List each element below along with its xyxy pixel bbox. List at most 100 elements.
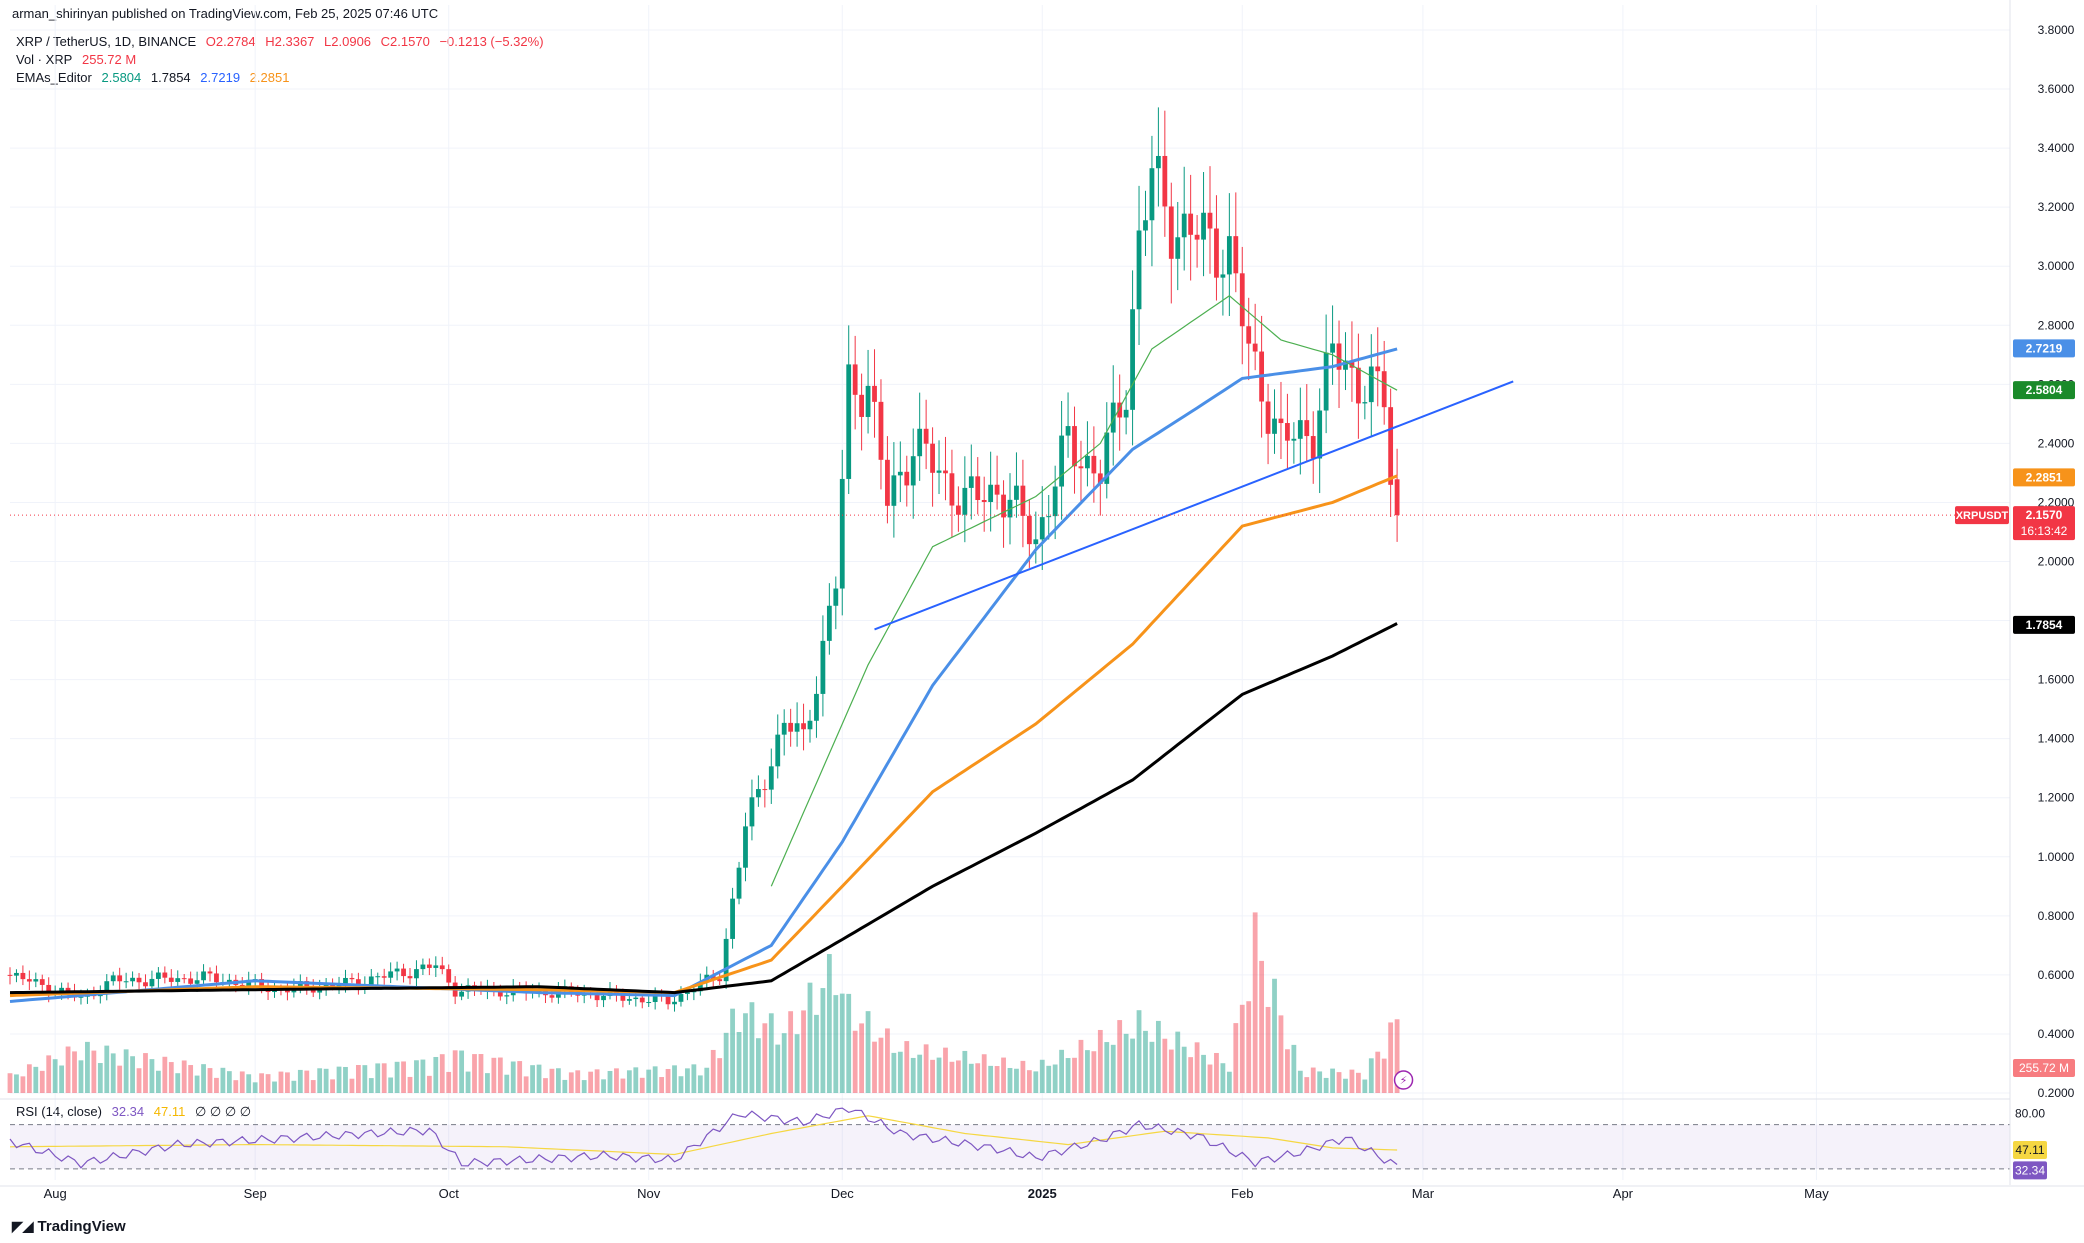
time-tick-label: May bbox=[1804, 1186, 1829, 1201]
volume-bar bbox=[181, 1060, 187, 1093]
volume-bar bbox=[1014, 1068, 1019, 1093]
candle bbox=[646, 1002, 652, 1004]
tag-ema-orange-bg bbox=[2013, 468, 2075, 487]
candle bbox=[20, 972, 26, 980]
price-tick-label: 0.2000 bbox=[2038, 1086, 2075, 1100]
candle bbox=[665, 996, 671, 1005]
lightning-icon-glyph: ⚡ bbox=[1400, 1074, 1408, 1087]
symbol-name[interactable]: XRP / TetherUS, 1D, BINANCE bbox=[16, 34, 197, 49]
volume-bar bbox=[1278, 1015, 1284, 1093]
candle bbox=[717, 979, 723, 982]
volume-bar bbox=[1394, 1019, 1400, 1093]
volume-bar bbox=[549, 1068, 555, 1093]
candle bbox=[439, 965, 445, 970]
volume-bar bbox=[1323, 1077, 1329, 1093]
volume-legend: Vol · XRP 255.72 M bbox=[16, 52, 142, 67]
volume-label[interactable]: Vol · XRP bbox=[16, 52, 73, 67]
candle bbox=[323, 983, 329, 988]
candle bbox=[1059, 435, 1065, 487]
volume-bar bbox=[794, 1034, 800, 1093]
volume-bar bbox=[1226, 1071, 1232, 1093]
candle bbox=[39, 979, 45, 985]
volume-bar bbox=[949, 1061, 955, 1093]
volume-bar bbox=[826, 954, 832, 1093]
rsi-line bbox=[9, 1107, 1398, 1169]
volume-bar bbox=[91, 1050, 97, 1093]
price-tick-label: 3.6000 bbox=[2038, 82, 2075, 96]
ema-line bbox=[9, 474, 1398, 998]
candle bbox=[136, 977, 142, 983]
volume-bar bbox=[717, 1058, 723, 1093]
volume-bar bbox=[988, 1065, 994, 1093]
price-tick-label: 3.4000 bbox=[2038, 141, 2075, 155]
volume-bar bbox=[491, 1057, 497, 1093]
volume-bar bbox=[639, 1077, 645, 1093]
volume-bar bbox=[936, 1057, 942, 1093]
candle bbox=[865, 385, 871, 417]
volume-bar bbox=[420, 1059, 426, 1093]
candle bbox=[1136, 230, 1142, 310]
brand-name: TradingView bbox=[37, 1218, 126, 1235]
volume-bar bbox=[1001, 1057, 1006, 1093]
candle bbox=[1175, 237, 1181, 259]
candle bbox=[7, 974, 13, 976]
candle bbox=[801, 723, 806, 730]
tag-rsi-ma-bg bbox=[2013, 1140, 2047, 1159]
candle bbox=[1026, 515, 1032, 545]
tag-ema-blue: 2.7219 bbox=[2026, 341, 2063, 355]
volume-bar bbox=[1297, 1070, 1303, 1093]
volume-bar bbox=[755, 1038, 761, 1093]
volume-bar bbox=[1343, 1078, 1348, 1093]
volume-bar bbox=[917, 1054, 923, 1093]
volume-bar bbox=[1252, 912, 1258, 1093]
volume-bar bbox=[214, 1077, 219, 1093]
trendline bbox=[10, 380, 2010, 631]
ema-label[interactable]: EMAs_Editor bbox=[16, 70, 92, 85]
volume-bar bbox=[1188, 1057, 1194, 1093]
volume-bar bbox=[562, 1079, 568, 1093]
volume-bar bbox=[362, 1065, 368, 1093]
volume-bar bbox=[523, 1076, 529, 1093]
volume-bar bbox=[1181, 1046, 1187, 1093]
tag-last-price: 2.1570 bbox=[2026, 508, 2063, 522]
volume-bar bbox=[459, 1050, 465, 1093]
volume-bar bbox=[865, 1011, 871, 1093]
volume-bar bbox=[59, 1065, 65, 1093]
candle bbox=[1117, 402, 1123, 418]
volume-bar bbox=[1375, 1051, 1381, 1093]
volume-bar bbox=[852, 1030, 858, 1093]
candle bbox=[246, 979, 252, 987]
price-tick-label: 1.6000 bbox=[2038, 673, 2075, 687]
ema-value-3: 2.7219 bbox=[200, 70, 241, 85]
price-tick-label: 2.0000 bbox=[2038, 555, 2075, 569]
candle bbox=[368, 976, 374, 985]
volume-bar bbox=[310, 1080, 316, 1093]
volume-bar bbox=[626, 1070, 632, 1093]
volume-bar bbox=[246, 1074, 252, 1093]
tradingview-logo[interactable]: ◤◢ TradingView bbox=[12, 1218, 126, 1235]
candle bbox=[1214, 228, 1219, 278]
volume-bar bbox=[846, 993, 852, 1093]
tag-rsi-ma: 47.11 bbox=[2015, 1143, 2044, 1157]
volume-bar bbox=[1220, 1063, 1226, 1093]
volume-bar bbox=[646, 1069, 652, 1093]
candle bbox=[1272, 418, 1277, 434]
candle bbox=[1046, 516, 1052, 518]
candle bbox=[1168, 206, 1174, 259]
tag-ema-black: 1.7854 bbox=[2026, 618, 2063, 632]
candle bbox=[775, 734, 781, 767]
rsi-value: 32.34 bbox=[111, 1104, 145, 1119]
ema-line bbox=[770, 295, 1398, 887]
candle bbox=[859, 394, 865, 417]
rsi-label[interactable]: RSI (14, close) bbox=[16, 1104, 102, 1119]
candle bbox=[1375, 366, 1381, 372]
candle bbox=[65, 987, 71, 992]
volume-bar bbox=[833, 995, 839, 1093]
ohlc-close: C2.1570 bbox=[380, 34, 430, 49]
ema-line bbox=[9, 347, 1398, 1003]
volume-bar bbox=[14, 1074, 19, 1093]
candle bbox=[123, 981, 129, 983]
volume-bar bbox=[968, 1063, 974, 1093]
candle bbox=[852, 364, 858, 395]
